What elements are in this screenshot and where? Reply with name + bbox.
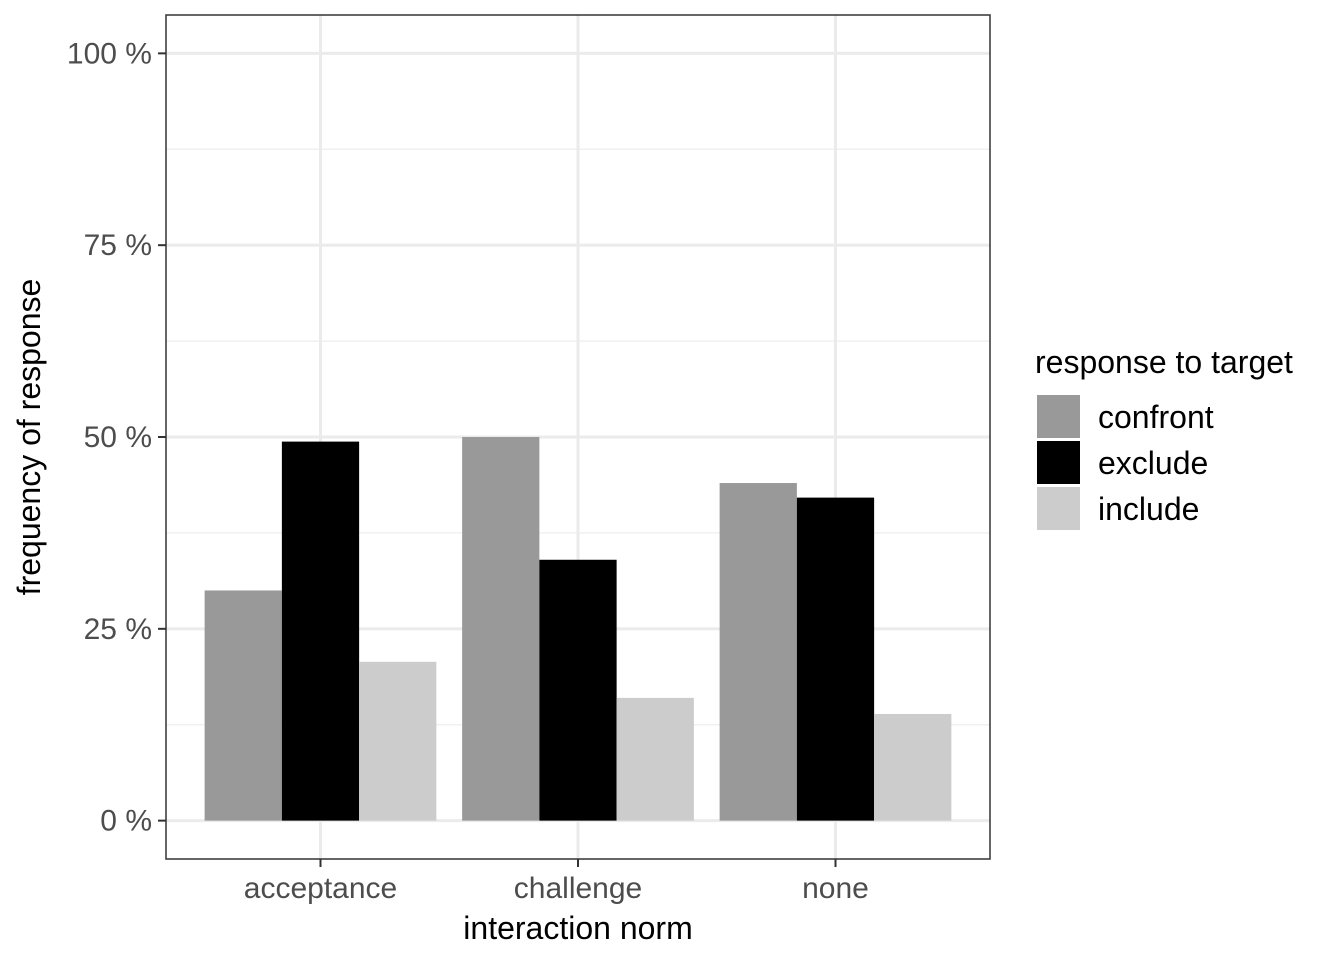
bar-confront-challenge (462, 437, 540, 821)
x-axis-title: interaction norm (463, 910, 692, 946)
legend: response to target confront exclude includ… (1035, 344, 1293, 530)
x-tick-label: acceptance (244, 872, 397, 905)
x-tick-label: none (802, 872, 869, 905)
y-tick-label: 0 % (100, 805, 152, 838)
bar-include-challenge (616, 697, 694, 821)
bar-exclude-acceptance (281, 441, 360, 821)
legend-label-exclude: exclude (1098, 445, 1208, 481)
legend-key-include (1037, 487, 1080, 530)
y-tick-label: 100 % (67, 37, 152, 70)
legend-label-include: include (1098, 491, 1199, 527)
y-axis: 0 % 25 % 50 % 75 % 100 % (67, 37, 166, 838)
bar-include-acceptance (359, 661, 437, 821)
legend-title: response to target (1035, 344, 1293, 380)
bar-exclude-challenge (539, 559, 617, 821)
x-axis: acceptance challenge none (244, 859, 869, 905)
y-tick-label: 25 % (84, 613, 152, 646)
bar-confront-none (719, 483, 797, 821)
y-axis-title: frequency of response (11, 279, 47, 596)
y-tick-label: 50 % (84, 421, 152, 454)
bars (204, 437, 952, 821)
bar-include-none (874, 713, 952, 821)
legend-key-confront (1037, 395, 1080, 438)
x-tick-label: challenge (514, 872, 642, 905)
bar-confront-acceptance (204, 590, 282, 821)
y-tick-label: 75 % (84, 229, 152, 262)
legend-label-confront: confront (1098, 399, 1214, 435)
legend-key-exclude (1037, 441, 1080, 484)
bar-exclude-none (796, 497, 875, 821)
